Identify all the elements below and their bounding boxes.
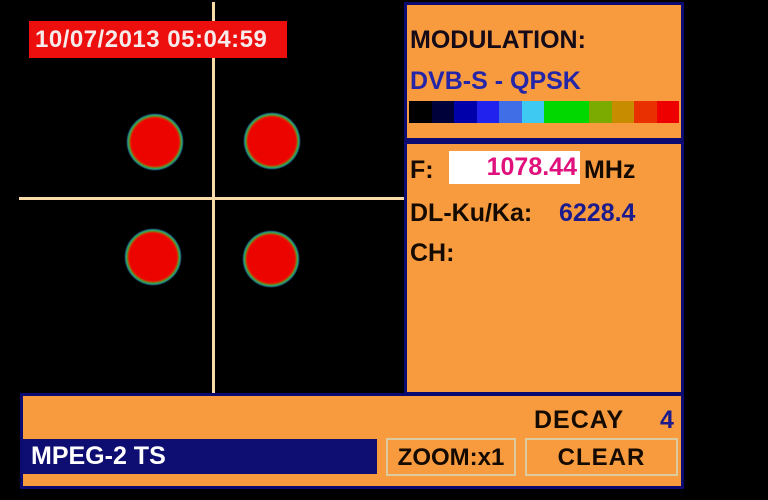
colorbar-segment <box>499 101 522 123</box>
downlink-value: 6228.4 <box>559 199 636 227</box>
clear-button[interactable]: CLEAR <box>525 438 678 476</box>
decay-label: DECAY <box>534 406 625 434</box>
colorbar-segment <box>521 101 544 123</box>
colorbar-segment <box>544 101 567 123</box>
timestamp-banner: 10/07/2013 05:04:59 <box>29 21 287 58</box>
colorbar-segment <box>656 101 679 123</box>
colorbar-segment <box>476 101 499 123</box>
modulation-panel: MODULATION: DVB-S - QPSK <box>404 2 684 141</box>
modulation-label: MODULATION: <box>410 26 586 54</box>
bottom-bar: DECAY 4 MPEG-2 TS ZOOM:x1 CLEAR <box>20 393 684 489</box>
signal-colorbar <box>409 101 679 123</box>
constellation-point <box>127 114 183 170</box>
colorbar-segment <box>409 101 432 123</box>
modulation-value: DVB-S - QPSK <box>410 67 581 95</box>
colorbar-segment <box>566 101 589 123</box>
frequency-unit: MHz <box>584 156 636 184</box>
colorbar-segment <box>589 101 612 123</box>
frequency-value: 1078.44 <box>486 153 577 181</box>
colorbar-segment <box>611 101 634 123</box>
downlink-label: DL-Ku/Ka: <box>410 199 533 227</box>
crosshair-horizontal-line <box>19 197 405 200</box>
tuning-panel: F: 1078.44 MHz DL-Ku/Ka: 6228.4 CH: <box>404 141 684 395</box>
colorbar-segment <box>454 101 477 123</box>
channel-label: CH: <box>410 239 455 267</box>
stream-type-box: MPEG-2 TS <box>23 439 377 474</box>
colorbar-segment <box>431 101 454 123</box>
zoom-button[interactable]: ZOOM:x1 <box>386 438 516 476</box>
frequency-value-field[interactable]: 1078.44 <box>449 151 580 184</box>
constellation-point <box>125 229 181 285</box>
colorbar-segment <box>634 101 657 123</box>
frequency-label: F: <box>410 156 434 184</box>
constellation-display <box>0 0 405 393</box>
decay-value: 4 <box>660 406 674 434</box>
constellation-point <box>243 231 299 287</box>
constellation-point <box>244 113 300 169</box>
